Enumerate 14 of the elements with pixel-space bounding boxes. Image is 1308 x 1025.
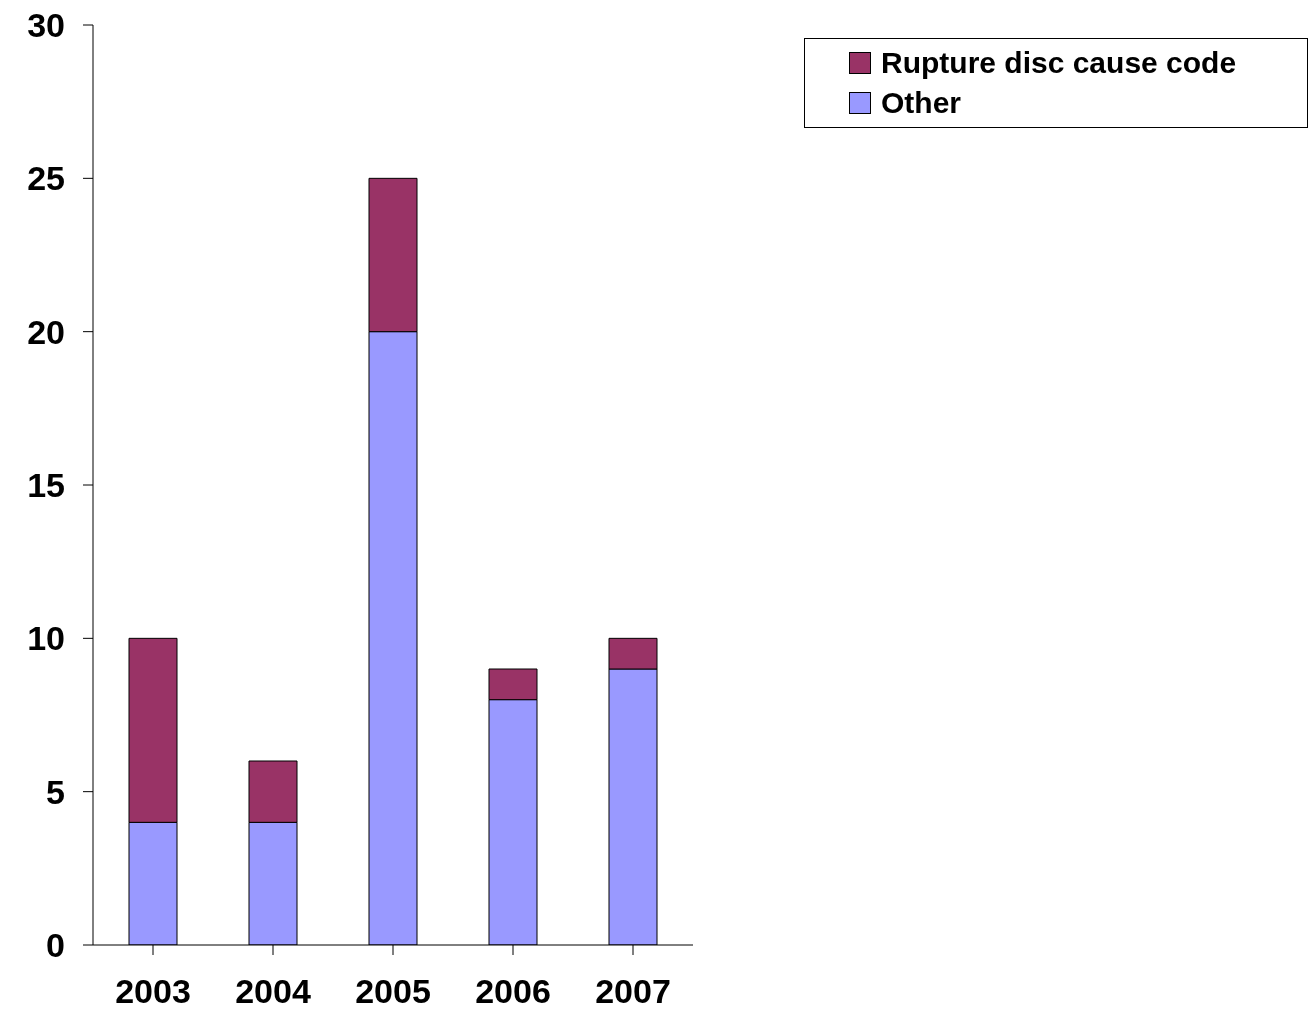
y-tick-label: 15 (27, 466, 65, 505)
legend-label: Rupture disc cause code (881, 46, 1237, 80)
y-tick-label: 0 (46, 926, 65, 965)
y-tick-label: 25 (27, 159, 65, 198)
y-tick-label: 10 (27, 619, 65, 658)
x-tick-label: 2004 (235, 972, 311, 1011)
x-tick-label: 2007 (595, 972, 671, 1011)
y-tick-label: 5 (46, 772, 65, 811)
legend-label: Other (881, 86, 962, 120)
y-tick-label: 30 (27, 6, 65, 45)
y-tick-label: 20 (27, 312, 65, 351)
x-tick-label: 2003 (115, 972, 191, 1011)
x-tick-label: 2006 (475, 972, 551, 1011)
x-tick-label: 2005 (355, 972, 431, 1011)
